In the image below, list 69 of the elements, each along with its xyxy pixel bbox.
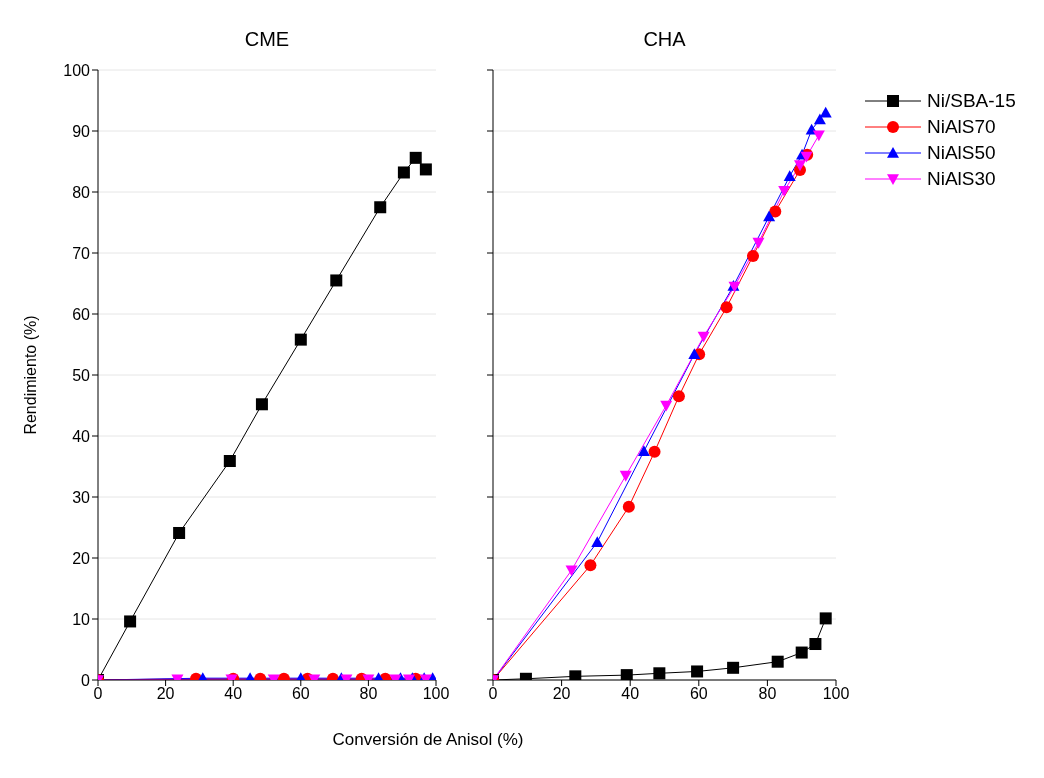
legend-label: Ni/SBA-15 bbox=[927, 90, 1016, 112]
y-tick-label: 0 bbox=[81, 671, 91, 689]
y-tick-label: 80 bbox=[72, 183, 91, 201]
y-tick-label: 50 bbox=[72, 366, 91, 384]
point bbox=[622, 500, 635, 513]
legend-label: NiAlS50 bbox=[927, 142, 996, 164]
point bbox=[255, 398, 268, 411]
point bbox=[793, 160, 806, 172]
point bbox=[763, 210, 776, 222]
point bbox=[648, 445, 661, 458]
point bbox=[619, 470, 632, 482]
point bbox=[637, 445, 650, 457]
point bbox=[584, 559, 597, 572]
point bbox=[419, 163, 432, 176]
x-tick-label: 20 bbox=[552, 685, 571, 703]
x-tick-label: 60 bbox=[689, 685, 708, 703]
point bbox=[620, 669, 633, 680]
point bbox=[795, 646, 808, 659]
point bbox=[771, 655, 784, 668]
point bbox=[778, 185, 791, 197]
legend-label: NiAlS70 bbox=[927, 116, 996, 138]
y-axis-title: Rendimiento (%) bbox=[21, 315, 39, 435]
chart-title: CHA bbox=[642, 28, 687, 52]
y-tick-label: 70 bbox=[72, 244, 91, 262]
point bbox=[688, 348, 701, 360]
point bbox=[812, 130, 825, 142]
point bbox=[727, 661, 740, 674]
x-tick-label: 80 bbox=[758, 685, 777, 703]
point bbox=[294, 333, 307, 346]
x-tick-label: 100 bbox=[822, 685, 850, 703]
y-tick-label: 40 bbox=[72, 427, 91, 445]
x-tick-label: 80 bbox=[359, 685, 378, 703]
chart-title: CME bbox=[243, 28, 291, 52]
y-tick-label: 100 bbox=[63, 61, 91, 79]
point bbox=[697, 331, 710, 343]
x-tick-label: 100 bbox=[422, 685, 450, 703]
point bbox=[819, 612, 832, 625]
x-axis-title: Conversión de Anisol (%) bbox=[331, 730, 525, 750]
point bbox=[569, 670, 582, 680]
point bbox=[691, 665, 704, 678]
point bbox=[330, 274, 343, 287]
point bbox=[769, 205, 782, 218]
y-tick-label: 90 bbox=[72, 122, 91, 140]
point bbox=[746, 250, 759, 263]
point bbox=[653, 667, 666, 680]
point bbox=[409, 151, 422, 164]
point bbox=[565, 565, 578, 577]
point bbox=[591, 536, 604, 547]
x-tick-label: 60 bbox=[291, 685, 310, 703]
point bbox=[173, 526, 186, 539]
x-tick-label: 40 bbox=[224, 685, 243, 703]
x-tick-label: 40 bbox=[621, 685, 640, 703]
y-tick-label: 30 bbox=[72, 488, 91, 506]
point bbox=[397, 166, 410, 179]
x-tick-label: 20 bbox=[156, 685, 175, 703]
legend-label: NiAlS30 bbox=[927, 168, 996, 190]
y-tick-label: 20 bbox=[72, 549, 91, 567]
point bbox=[809, 638, 822, 651]
x-tick-label: 0 bbox=[93, 685, 103, 703]
point bbox=[672, 390, 685, 403]
point bbox=[720, 301, 733, 314]
point bbox=[783, 170, 796, 181]
y-tick-label: 10 bbox=[72, 610, 91, 628]
y-tick-label: 60 bbox=[72, 305, 91, 323]
point bbox=[752, 237, 765, 249]
x-tick-label: 0 bbox=[488, 685, 498, 703]
point bbox=[660, 400, 673, 412]
point bbox=[374, 201, 387, 214]
point bbox=[223, 455, 236, 468]
